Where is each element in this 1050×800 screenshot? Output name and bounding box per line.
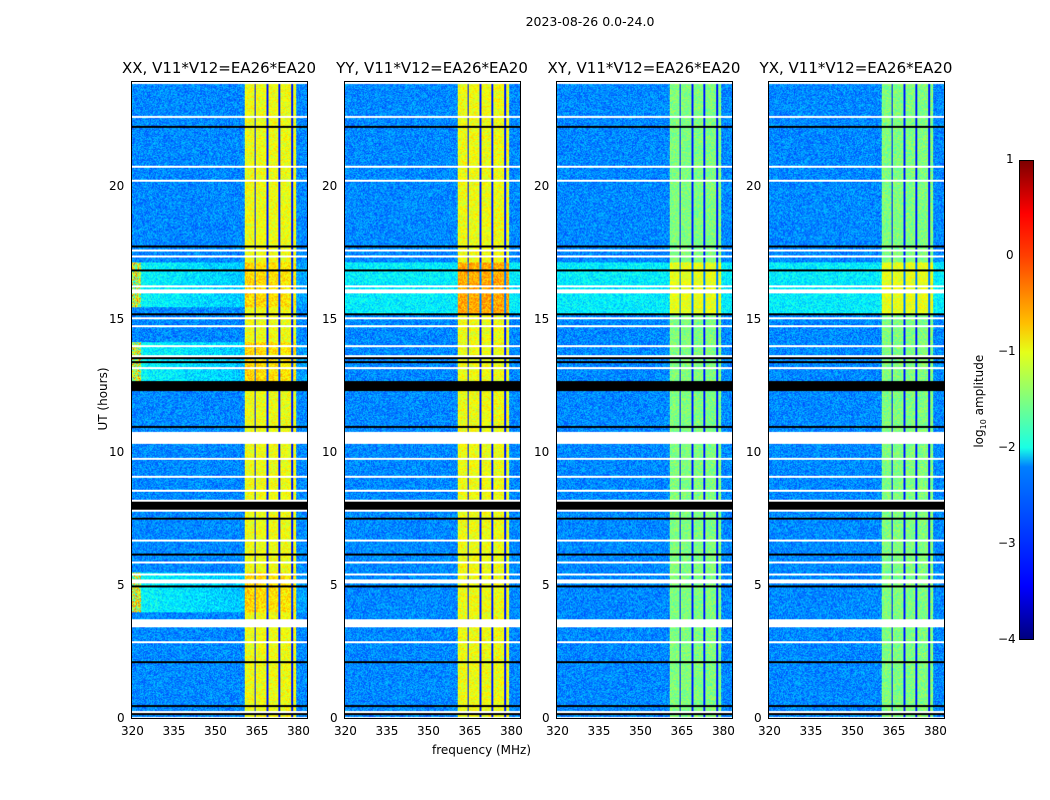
- y-tick-label: 10: [322, 445, 338, 460]
- x-tick-label: 335: [162, 724, 186, 738]
- x-tick-label: 320: [546, 724, 569, 738]
- y-tick-label: 10: [746, 445, 762, 460]
- heatmap-panel-yy: [344, 81, 521, 719]
- colorbar-tick-label: −1: [998, 344, 1016, 358]
- x-tick-label: 335: [375, 724, 399, 738]
- y-axis-label: UT (hours): [96, 367, 110, 431]
- x-tick-label: 350: [840, 724, 864, 738]
- x-tick-label: 365: [670, 724, 694, 738]
- x-axis-label: frequency (MHz): [432, 743, 532, 757]
- panel-title-yy: YY, V11*V12=EA26*EA20: [336, 59, 528, 77]
- x-tick-label: 335: [587, 724, 611, 738]
- y-tick-label: 15: [746, 312, 762, 327]
- y-tick-label: 20: [109, 179, 125, 194]
- x-tick-label: 320: [121, 724, 144, 738]
- x-tick-label: 365: [882, 724, 906, 738]
- y-tick-label: 0: [754, 711, 762, 725]
- x-tick-label: 350: [628, 724, 652, 738]
- panel-title-xy: XY, V11*V12=EA26*EA20: [547, 59, 741, 77]
- heatmap-cells-yy: [345, 82, 520, 718]
- y-tick-label: 0: [542, 711, 550, 725]
- y-tick-label: 5: [542, 578, 550, 593]
- heatmap-panel-xy: [556, 81, 733, 719]
- heatmap-cells-xx: [132, 82, 307, 718]
- y-tick-label: 5: [117, 578, 125, 593]
- x-tick-label: 365: [458, 724, 482, 738]
- y-tick-label: 0: [330, 711, 338, 725]
- y-tick-label: 20: [322, 179, 338, 194]
- y-tick-label: 20: [746, 179, 762, 194]
- figure-title: 2023-08-26 0.0-24.0: [525, 14, 655, 29]
- y-tick-label: 5: [754, 578, 762, 593]
- heatmap-panel-xx: [131, 81, 308, 719]
- y-tick-label: 15: [534, 312, 550, 327]
- colorbar-label: log10 amplitude: [971, 354, 989, 448]
- x-tick-label: 380: [286, 724, 310, 738]
- colorbar-tick-label: 0: [1006, 248, 1014, 262]
- panel-title-yx: YX, V11*V12=EA26*EA20: [759, 59, 953, 77]
- x-tick-label: 350: [203, 724, 227, 738]
- y-tick-label: 10: [109, 445, 125, 460]
- x-tick-label: 380: [711, 724, 735, 738]
- heatmap-cells-xy: [557, 82, 732, 718]
- y-tick-label: 0: [117, 711, 125, 725]
- x-tick-label: 380: [923, 724, 947, 738]
- panel-title-xx: XX, V11*V12=EA26*EA20: [121, 59, 316, 77]
- colorbar-tick-label: −2: [998, 440, 1016, 454]
- y-tick-label: 20: [534, 179, 550, 194]
- x-tick-label: 320: [758, 724, 781, 738]
- x-tick-label: 335: [799, 724, 823, 738]
- y-tick-label: 5: [330, 578, 338, 593]
- colorbar-tick-label: 1: [1006, 152, 1014, 166]
- y-tick-label: 15: [109, 312, 125, 327]
- y-tick-label: 15: [322, 312, 338, 327]
- heatmap-panel-yx: [768, 81, 945, 719]
- y-tick-label: 10: [534, 445, 550, 460]
- x-tick-label: 365: [245, 724, 269, 738]
- colorbar: [1019, 160, 1034, 640]
- colorbar-tick-label: −3: [998, 536, 1016, 550]
- x-tick-label: 380: [499, 724, 523, 738]
- x-tick-label: 320: [334, 724, 357, 738]
- colorbar-tick-label: −4: [998, 632, 1016, 646]
- heatmap-cells-yx: [769, 82, 944, 718]
- x-tick-label: 350: [416, 724, 440, 738]
